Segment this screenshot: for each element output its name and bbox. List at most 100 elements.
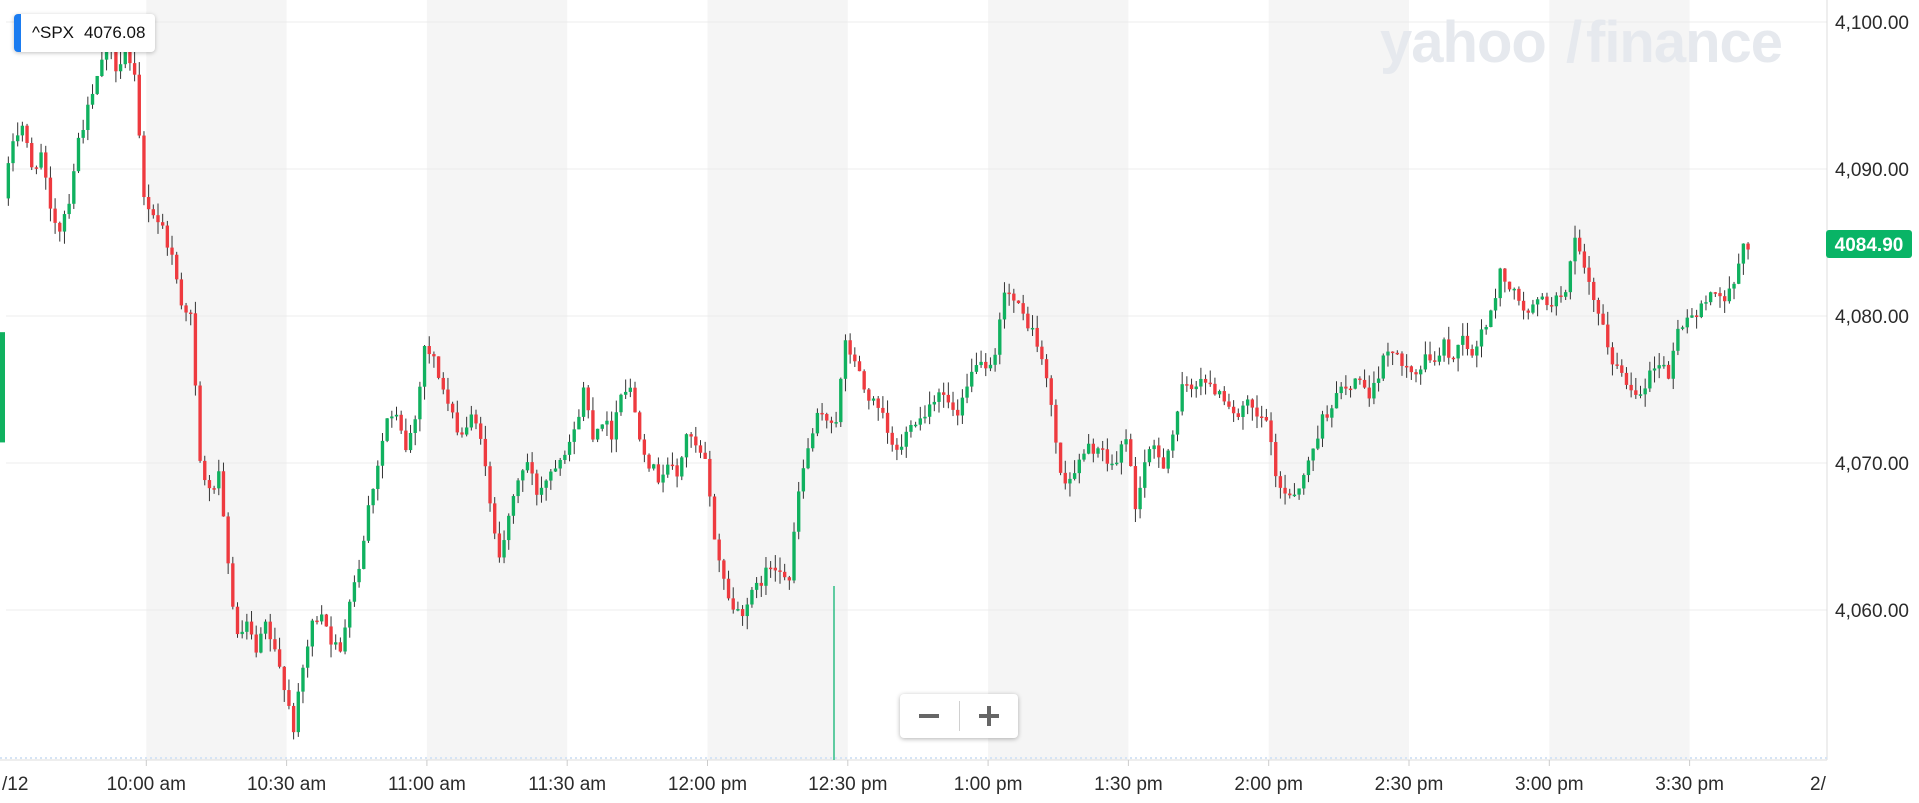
- candle-99[interactable]: [469, 405, 474, 431]
- candle-31[interactable]: [151, 204, 155, 219]
- candle-62[interactable]: [296, 683, 300, 737]
- candle-87[interactable]: [413, 415, 417, 446]
- candle-13[interactable]: [67, 193, 71, 219]
- candle-103[interactable]: [488, 461, 492, 512]
- candle-160[interactable]: [754, 577, 759, 599]
- candle-74[interactable]: [352, 575, 357, 607]
- candle-128[interactable]: [605, 411, 609, 437]
- candle-332[interactable]: [1559, 286, 1563, 303]
- candle-372[interactable]: [1746, 242, 1750, 260]
- candle-98[interactable]: [464, 416, 469, 437]
- candle-202[interactable]: [951, 391, 955, 417]
- candle-227[interactable]: [1068, 472, 1072, 497]
- candle-359[interactable]: [1685, 309, 1689, 334]
- candle-186[interactable]: [876, 395, 880, 421]
- candle-284[interactable]: [1334, 381, 1339, 409]
- candle-185[interactable]: [871, 396, 876, 406]
- candle-163[interactable]: [768, 561, 773, 578]
- candle-311[interactable]: [1461, 323, 1465, 356]
- candle-352[interactable]: [1652, 356, 1657, 383]
- candle-111[interactable]: [525, 453, 530, 473]
- candle-210[interactable]: [988, 357, 993, 372]
- candle-252[interactable]: [1185, 376, 1189, 392]
- candle-51[interactable]: [245, 613, 249, 640]
- candle-335[interactable]: [1573, 225, 1577, 275]
- candle-251[interactable]: [1180, 371, 1184, 416]
- candle-179[interactable]: [843, 334, 848, 392]
- candle-362[interactable]: [1699, 300, 1703, 319]
- candle-164[interactable]: [773, 555, 777, 582]
- candle-219[interactable]: [1030, 315, 1035, 337]
- candle-303[interactable]: [1423, 341, 1428, 373]
- candle-322[interactable]: [1512, 287, 1516, 300]
- candle-194[interactable]: [913, 421, 918, 428]
- candle-356[interactable]: [1671, 342, 1675, 390]
- candle-25[interactable]: [123, 50, 127, 69]
- candle-256[interactable]: [1203, 374, 1208, 395]
- candle-44[interactable]: [212, 485, 216, 494]
- candle-258[interactable]: [1213, 377, 1217, 396]
- candle-218[interactable]: [1026, 306, 1030, 332]
- candle-310[interactable]: [1456, 344, 1460, 372]
- candle-253[interactable]: [1189, 378, 1194, 398]
- candle-123[interactable]: [581, 381, 586, 422]
- candle-280[interactable]: [1316, 425, 1320, 451]
- candle-287[interactable]: [1348, 385, 1353, 398]
- candle-112[interactable]: [530, 452, 534, 486]
- candle-191[interactable]: [899, 434, 904, 455]
- candle-272[interactable]: [1278, 471, 1283, 499]
- candle-364[interactable]: [1708, 291, 1713, 306]
- candle-75[interactable]: [357, 559, 361, 588]
- candle-301[interactable]: [1414, 369, 1418, 383]
- candle-248[interactable]: [1166, 448, 1170, 474]
- candle-165[interactable]: [778, 557, 782, 584]
- candle-17[interactable]: [86, 96, 90, 141]
- candle-188[interactable]: [885, 400, 890, 444]
- candle-255[interactable]: [1199, 367, 1203, 396]
- candle-331[interactable]: [1554, 292, 1558, 316]
- candle-136[interactable]: [642, 433, 647, 463]
- candle-56[interactable]: [268, 613, 272, 652]
- candle-290[interactable]: [1362, 369, 1367, 389]
- candle-240[interactable]: [1129, 433, 1133, 467]
- candle-207[interactable]: [974, 352, 979, 375]
- candle-196[interactable]: [923, 405, 927, 424]
- candle-241[interactable]: [1133, 457, 1138, 523]
- candle-217[interactable]: [1021, 294, 1025, 321]
- candle-66[interactable]: [315, 616, 319, 625]
- candle-260[interactable]: [1222, 386, 1226, 406]
- candle-278[interactable]: [1306, 456, 1311, 483]
- candle-132[interactable]: [623, 379, 628, 400]
- candle-308[interactable]: [1447, 326, 1451, 365]
- candle-276[interactable]: [1297, 488, 1301, 500]
- candle-70[interactable]: [334, 634, 338, 650]
- candle-83[interactable]: [394, 406, 399, 421]
- candle-318[interactable]: [1493, 288, 1498, 319]
- candle-8[interactable]: [44, 145, 48, 190]
- candle-81[interactable]: [385, 418, 389, 443]
- candle-113[interactable]: [535, 469, 539, 506]
- candle-319[interactable]: [1498, 267, 1502, 307]
- candle-102[interactable]: [483, 425, 488, 477]
- candle-239[interactable]: [1124, 429, 1128, 452]
- candle-176[interactable]: [829, 416, 834, 434]
- candle-297[interactable]: [1395, 350, 1399, 356]
- candle-57[interactable]: [273, 627, 277, 652]
- candle-330[interactable]: [1549, 297, 1554, 313]
- candle-170[interactable]: [801, 459, 806, 499]
- candle-274[interactable]: [1288, 488, 1292, 499]
- candle-348[interactable]: [1634, 377, 1638, 399]
- candle-84[interactable]: [399, 410, 403, 434]
- candle-313[interactable]: [1470, 344, 1474, 358]
- candle-92[interactable]: [436, 356, 441, 380]
- candle-224[interactable]: [1054, 399, 1058, 454]
- candle-149[interactable]: [703, 441, 707, 460]
- candle-47[interactable]: [226, 512, 230, 575]
- candle-360[interactable]: [1690, 308, 1694, 318]
- candle-346[interactable]: [1624, 367, 1629, 390]
- candle-28[interactable]: [137, 62, 141, 139]
- candle-131[interactable]: [619, 393, 623, 416]
- candle-182[interactable]: [857, 355, 862, 372]
- candle-15[interactable]: [76, 132, 81, 174]
